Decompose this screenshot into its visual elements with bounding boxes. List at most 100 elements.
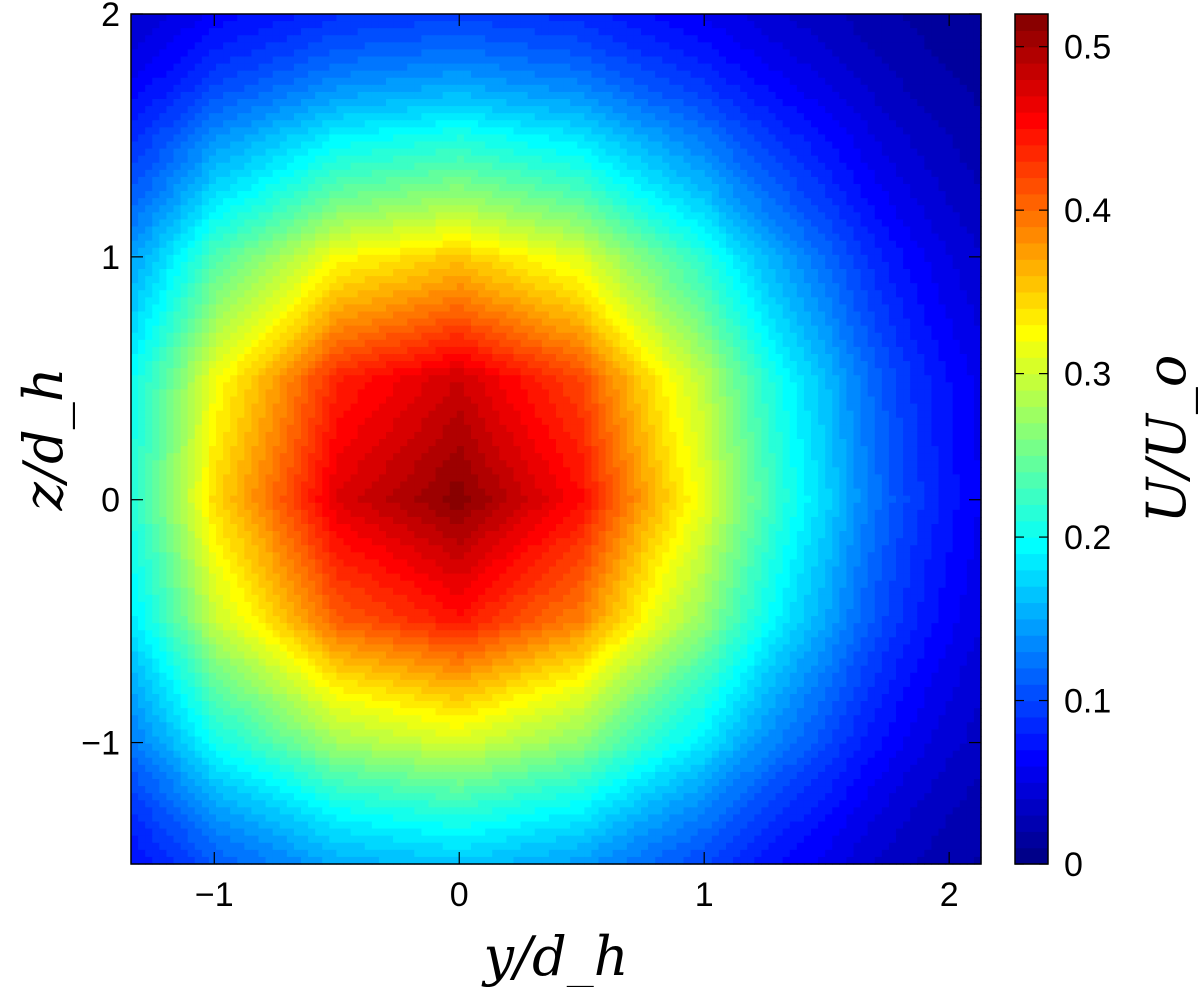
heatmap-cell bbox=[258, 70, 267, 79]
heatmap-cell bbox=[343, 304, 352, 313]
heatmap-cell bbox=[563, 42, 571, 51]
heatmap-cell bbox=[407, 212, 415, 221]
heatmap-cell bbox=[917, 162, 925, 171]
heatmap-cell bbox=[343, 290, 352, 298]
heatmap-cell bbox=[329, 56, 338, 65]
heatmap-cell bbox=[145, 290, 153, 298]
heatmap-cell bbox=[740, 254, 748, 263]
heatmap-cell bbox=[400, 304, 408, 313]
heatmap-cell bbox=[456, 240, 465, 249]
heatmap-cell bbox=[626, 70, 635, 79]
heatmap-cell bbox=[180, 261, 189, 270]
heatmap-cell bbox=[187, 106, 196, 114]
heatmap-cell bbox=[499, 162, 508, 171]
heatmap-cell bbox=[775, 226, 784, 235]
heatmap-cell bbox=[740, 91, 748, 100]
heatmap-cell bbox=[279, 261, 288, 270]
heatmap-cell bbox=[286, 212, 295, 221]
heatmap-cell bbox=[570, 233, 578, 242]
heatmap-cell bbox=[393, 141, 401, 150]
heatmap-cell bbox=[478, 169, 486, 178]
heatmap-cell bbox=[322, 297, 330, 306]
heatmap-cell bbox=[449, 219, 458, 228]
heatmap-cell bbox=[825, 198, 833, 206]
heatmap-cell bbox=[662, 283, 670, 291]
heatmap-cell bbox=[279, 77, 288, 86]
heatmap-cell bbox=[216, 226, 224, 235]
heatmap-cell bbox=[329, 254, 338, 263]
heatmap-cell bbox=[145, 155, 153, 164]
heatmap-cell bbox=[754, 297, 763, 306]
heatmap-cell bbox=[513, 198, 522, 206]
heatmap-cell bbox=[669, 254, 678, 263]
heatmap-cell bbox=[641, 297, 649, 306]
heatmap-cell bbox=[265, 304, 274, 313]
heatmap-cell bbox=[789, 21, 798, 29]
heatmap-cell bbox=[619, 49, 628, 58]
heatmap-cell bbox=[697, 290, 706, 298]
heatmap-cell bbox=[577, 21, 585, 29]
heatmap-cell bbox=[768, 134, 777, 143]
heatmap-cell bbox=[279, 148, 288, 157]
heatmap-cell bbox=[718, 283, 727, 291]
heatmap-cell bbox=[860, 134, 869, 143]
heatmap-cell bbox=[917, 70, 925, 79]
heatmap-cell bbox=[407, 99, 415, 107]
heatmap-cell bbox=[598, 14, 607, 22]
heatmap-cell bbox=[527, 176, 536, 185]
heatmap-cell bbox=[740, 261, 748, 270]
heatmap-cell bbox=[966, 134, 975, 143]
heatmap-cell bbox=[881, 134, 890, 143]
heatmap-cell bbox=[463, 84, 472, 93]
heatmap-cell bbox=[336, 14, 345, 22]
heatmap-cell bbox=[726, 240, 734, 249]
heatmap-cell bbox=[811, 247, 819, 256]
heatmap-cell bbox=[966, 290, 975, 298]
heatmap-cell bbox=[463, 56, 472, 65]
heatmap-cell bbox=[711, 42, 720, 51]
heatmap-cell bbox=[740, 99, 748, 107]
heatmap-cell bbox=[131, 21, 139, 29]
heatmap-cell bbox=[471, 212, 479, 221]
heatmap-cell bbox=[513, 269, 522, 277]
heatmap-cell bbox=[159, 297, 168, 306]
heatmap-cell bbox=[945, 176, 954, 185]
heatmap-cell bbox=[626, 162, 635, 171]
heatmap-cell bbox=[867, 42, 876, 51]
heatmap-cell bbox=[910, 134, 918, 143]
heatmap-cell bbox=[315, 134, 323, 143]
heatmap-cell bbox=[811, 106, 819, 114]
heatmap-cell bbox=[931, 99, 940, 107]
heatmap-cell bbox=[768, 106, 777, 114]
heatmap-cell bbox=[407, 155, 415, 164]
heatmap-cell bbox=[386, 226, 394, 235]
heatmap-cell bbox=[456, 120, 465, 128]
heatmap-cell bbox=[973, 297, 982, 306]
heatmap-cell bbox=[138, 134, 146, 143]
heatmap-cell bbox=[216, 120, 224, 128]
heatmap-cell bbox=[152, 198, 160, 206]
heatmap-cell bbox=[796, 162, 805, 171]
heatmap-cell bbox=[534, 205, 543, 213]
heatmap-cell bbox=[527, 141, 536, 150]
heatmap-cell bbox=[577, 212, 585, 221]
heatmap-cell bbox=[811, 198, 819, 206]
heatmap-cell bbox=[973, 212, 982, 221]
heatmap-cell bbox=[173, 56, 182, 65]
heatmap-cell bbox=[633, 212, 642, 221]
heatmap-cell bbox=[626, 233, 635, 242]
heatmap-cell bbox=[619, 205, 628, 213]
heatmap-cell bbox=[966, 205, 975, 213]
heatmap-cell bbox=[733, 77, 741, 86]
heatmap-cell bbox=[463, 247, 472, 256]
heatmap-cell bbox=[910, 205, 918, 213]
heatmap-cell bbox=[145, 49, 153, 58]
heatmap-cell bbox=[775, 290, 784, 298]
heatmap-cell bbox=[598, 28, 607, 36]
heatmap-cell bbox=[138, 70, 146, 79]
heatmap-cell bbox=[740, 283, 748, 291]
heatmap-cell bbox=[924, 120, 933, 128]
heatmap-cell bbox=[471, 141, 479, 150]
heatmap-cell bbox=[903, 191, 911, 199]
heatmap-cell bbox=[272, 77, 281, 86]
